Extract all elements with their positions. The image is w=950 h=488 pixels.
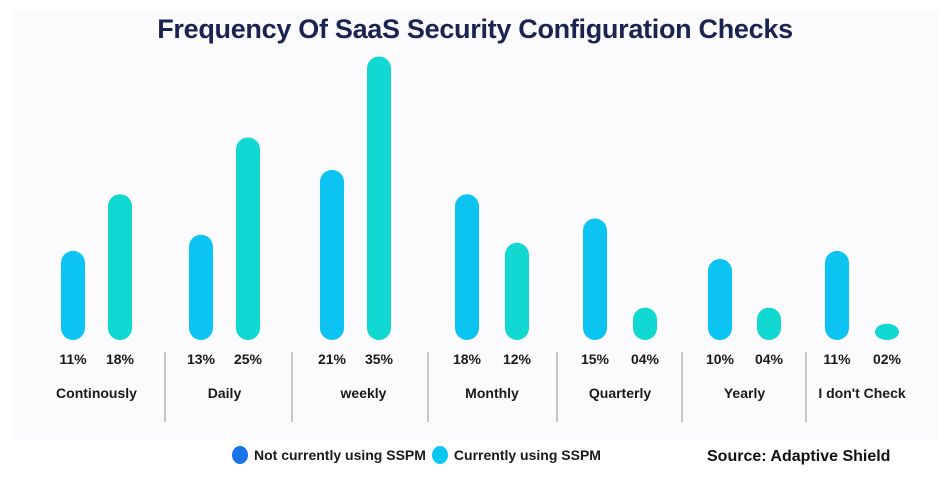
category-label: Quarterly xyxy=(589,385,651,401)
value-label: 18% xyxy=(453,351,482,367)
chart-title: Frequency Of SaaS Security Configuration… xyxy=(157,14,793,44)
value-label: 12% xyxy=(503,351,532,367)
category-label: I don't Check xyxy=(818,385,906,401)
bar xyxy=(875,323,899,340)
value-label: 18% xyxy=(106,351,135,367)
category-label: weekly xyxy=(340,385,387,401)
value-label: 11% xyxy=(823,351,851,367)
bar xyxy=(320,169,344,340)
bar xyxy=(236,137,260,340)
value-label: 04% xyxy=(755,351,784,367)
bar xyxy=(708,259,732,340)
value-label: 25% xyxy=(234,351,263,367)
legend-label-using: Currently using SSPM xyxy=(453,447,601,463)
value-label: 11% xyxy=(59,351,87,367)
bar xyxy=(825,250,849,340)
value-label: 04% xyxy=(631,351,660,367)
bar xyxy=(583,218,607,340)
value-label: 15% xyxy=(581,351,610,367)
value-label: 13% xyxy=(187,351,216,367)
source-note: Source: Adaptive Shield xyxy=(707,448,891,465)
bar xyxy=(455,194,479,340)
value-label: 21% xyxy=(318,351,347,367)
bar xyxy=(189,234,213,340)
legend-swatch-using xyxy=(431,446,448,464)
legend-label-not-using: Not currently using SSPM xyxy=(254,447,426,463)
category-label: Yearly xyxy=(724,385,765,401)
value-label: 10% xyxy=(706,351,735,367)
value-label: 02% xyxy=(873,351,902,367)
legend: Not currently using SSPM Currently using… xyxy=(232,446,601,464)
value-label: 35% xyxy=(365,351,394,367)
bar xyxy=(633,307,657,340)
bar xyxy=(367,56,391,340)
category-label: Daily xyxy=(208,385,242,401)
bar xyxy=(757,307,781,340)
bar xyxy=(61,250,85,340)
category-label: Monthly xyxy=(465,385,519,401)
bar xyxy=(505,242,529,340)
bar xyxy=(108,194,132,340)
legend-swatch-not-using xyxy=(232,446,248,464)
category-label: Continously xyxy=(56,385,137,401)
